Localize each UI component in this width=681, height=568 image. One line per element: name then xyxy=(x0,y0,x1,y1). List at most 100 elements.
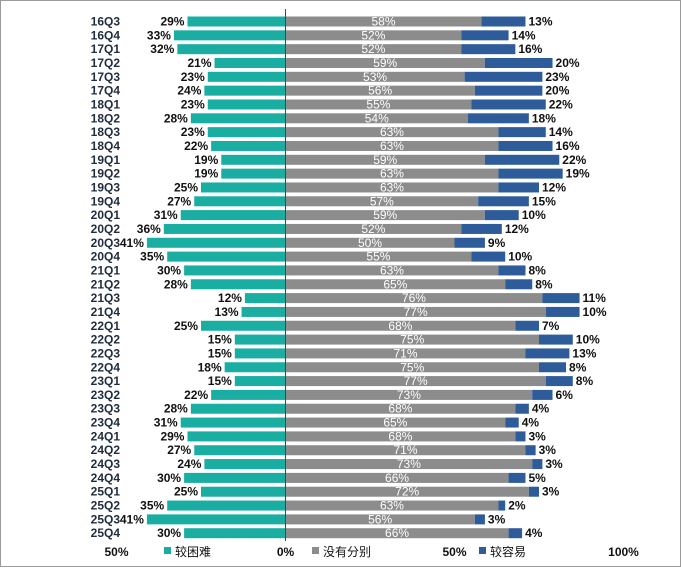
label-difficult: 18% xyxy=(198,360,222,374)
label-easier: 16% xyxy=(518,42,542,56)
label-no-difference: 52% xyxy=(361,42,385,56)
bar-no-difference xyxy=(285,293,543,304)
category-label: 19Q2 xyxy=(91,167,121,181)
bar-no-difference xyxy=(285,431,516,442)
category-label: 17Q2 xyxy=(91,56,121,70)
label-easier: 20% xyxy=(545,84,569,98)
bar-difficult xyxy=(244,293,286,304)
bar-no-difference xyxy=(285,140,499,151)
bar-no-difference xyxy=(285,57,485,68)
label-easier: 8% xyxy=(569,360,587,374)
label-difficult: 23% xyxy=(181,125,205,139)
bar-difficult xyxy=(190,403,286,414)
label-difficult: 28% xyxy=(164,402,188,416)
category-label: 17Q3 xyxy=(91,70,121,84)
bar-difficult xyxy=(163,223,286,234)
bar-difficult xyxy=(201,486,286,497)
bar-difficult xyxy=(190,279,286,290)
label-no-difference: 53% xyxy=(363,70,387,84)
bar-easier xyxy=(461,44,516,55)
label-difficult: 23% xyxy=(181,70,205,84)
label-no-difference: 59% xyxy=(373,56,397,70)
bar-easier xyxy=(478,196,529,207)
label-easier: 9% xyxy=(488,236,506,250)
bar-difficult xyxy=(167,251,286,262)
category-label: 24Q4 xyxy=(91,471,121,485)
label-no-difference: 58% xyxy=(372,15,396,29)
bar-easier xyxy=(532,459,543,470)
bar-easier xyxy=(545,306,580,317)
bar-easier xyxy=(498,500,506,511)
label-no-difference: 55% xyxy=(366,250,390,264)
label-no-difference: 77% xyxy=(404,374,428,388)
label-easier: 3% xyxy=(542,485,560,499)
bar-easier xyxy=(532,389,553,400)
label-difficult: 28% xyxy=(164,111,188,125)
bar-difficult xyxy=(211,389,286,400)
label-difficult: 12% xyxy=(218,291,242,305)
label-easier: 3% xyxy=(528,429,546,443)
bar-difficult xyxy=(204,85,286,96)
label-difficult: 22% xyxy=(184,139,208,153)
bar-difficult xyxy=(234,376,286,387)
label-no-difference: 66% xyxy=(385,471,409,485)
label-no-difference: 71% xyxy=(393,346,417,360)
label-easier: 5% xyxy=(528,471,546,485)
label-easier: 23% xyxy=(545,70,569,84)
label-no-difference: 63% xyxy=(380,499,404,513)
category-label: 20Q2 xyxy=(91,222,121,236)
axis-tick-label: 50% xyxy=(442,545,466,559)
bar-no-difference xyxy=(285,44,462,55)
label-easier: 10% xyxy=(508,250,532,264)
category-label: 22Q2 xyxy=(91,333,121,347)
label-no-difference: 54% xyxy=(365,111,389,125)
label-easier: 8% xyxy=(535,277,553,291)
bar-difficult xyxy=(201,182,286,193)
bar-no-difference xyxy=(285,403,516,414)
label-no-difference: 71% xyxy=(393,443,417,457)
label-easier: 4% xyxy=(525,526,543,540)
label-no-difference: 66% xyxy=(385,526,409,540)
label-no-difference: 50% xyxy=(358,236,382,250)
bar-easier xyxy=(545,376,573,387)
category-label: 23Q2 xyxy=(91,388,121,402)
category-label: 20Q4 xyxy=(91,250,121,264)
label-no-difference: 63% xyxy=(380,263,404,277)
bar-difficult xyxy=(167,500,286,511)
label-easier: 6% xyxy=(556,388,574,402)
bar-difficult xyxy=(201,320,286,331)
label-difficult: 30% xyxy=(157,526,181,540)
bar-no-difference xyxy=(285,362,539,373)
bar-easier xyxy=(498,168,563,179)
bar-no-difference xyxy=(285,251,472,262)
label-difficult: 22% xyxy=(184,388,208,402)
labels-layer: 16Q3 29% 58% 13%16Q4 33% 52% 14%17Q1 32% 52% 16%1… xyxy=(91,15,607,541)
category-label: 22Q4 xyxy=(91,360,121,374)
label-easier: 12% xyxy=(542,180,566,194)
category-label: 22Q3 xyxy=(91,346,121,360)
label-easier: 14% xyxy=(549,125,573,139)
bar-no-difference xyxy=(285,99,472,110)
bar-easier xyxy=(498,265,526,276)
bar-difficult xyxy=(146,237,286,248)
label-difficult: 19% xyxy=(194,167,218,181)
label-difficult: 24% xyxy=(177,457,201,471)
label-easier: 19% xyxy=(566,167,590,181)
bar-easier xyxy=(471,99,546,110)
label-no-difference: 56% xyxy=(368,84,392,98)
bar-no-difference xyxy=(285,154,485,165)
bar-no-difference xyxy=(285,348,526,359)
label-no-difference: 75% xyxy=(400,333,424,347)
bar-difficult xyxy=(184,472,286,483)
label-difficult: 27% xyxy=(167,443,191,457)
bar-difficult xyxy=(221,154,286,165)
bar-difficult xyxy=(173,30,286,41)
bar-easier xyxy=(484,154,560,165)
axis-tick-label: 50% xyxy=(104,545,128,559)
bar-easier xyxy=(498,127,546,138)
bar-no-difference xyxy=(285,306,546,317)
bar-no-difference xyxy=(285,223,462,234)
bar-difficult xyxy=(177,44,286,55)
category-label: 18Q2 xyxy=(91,111,121,125)
category-label: 17Q4 xyxy=(91,84,121,98)
